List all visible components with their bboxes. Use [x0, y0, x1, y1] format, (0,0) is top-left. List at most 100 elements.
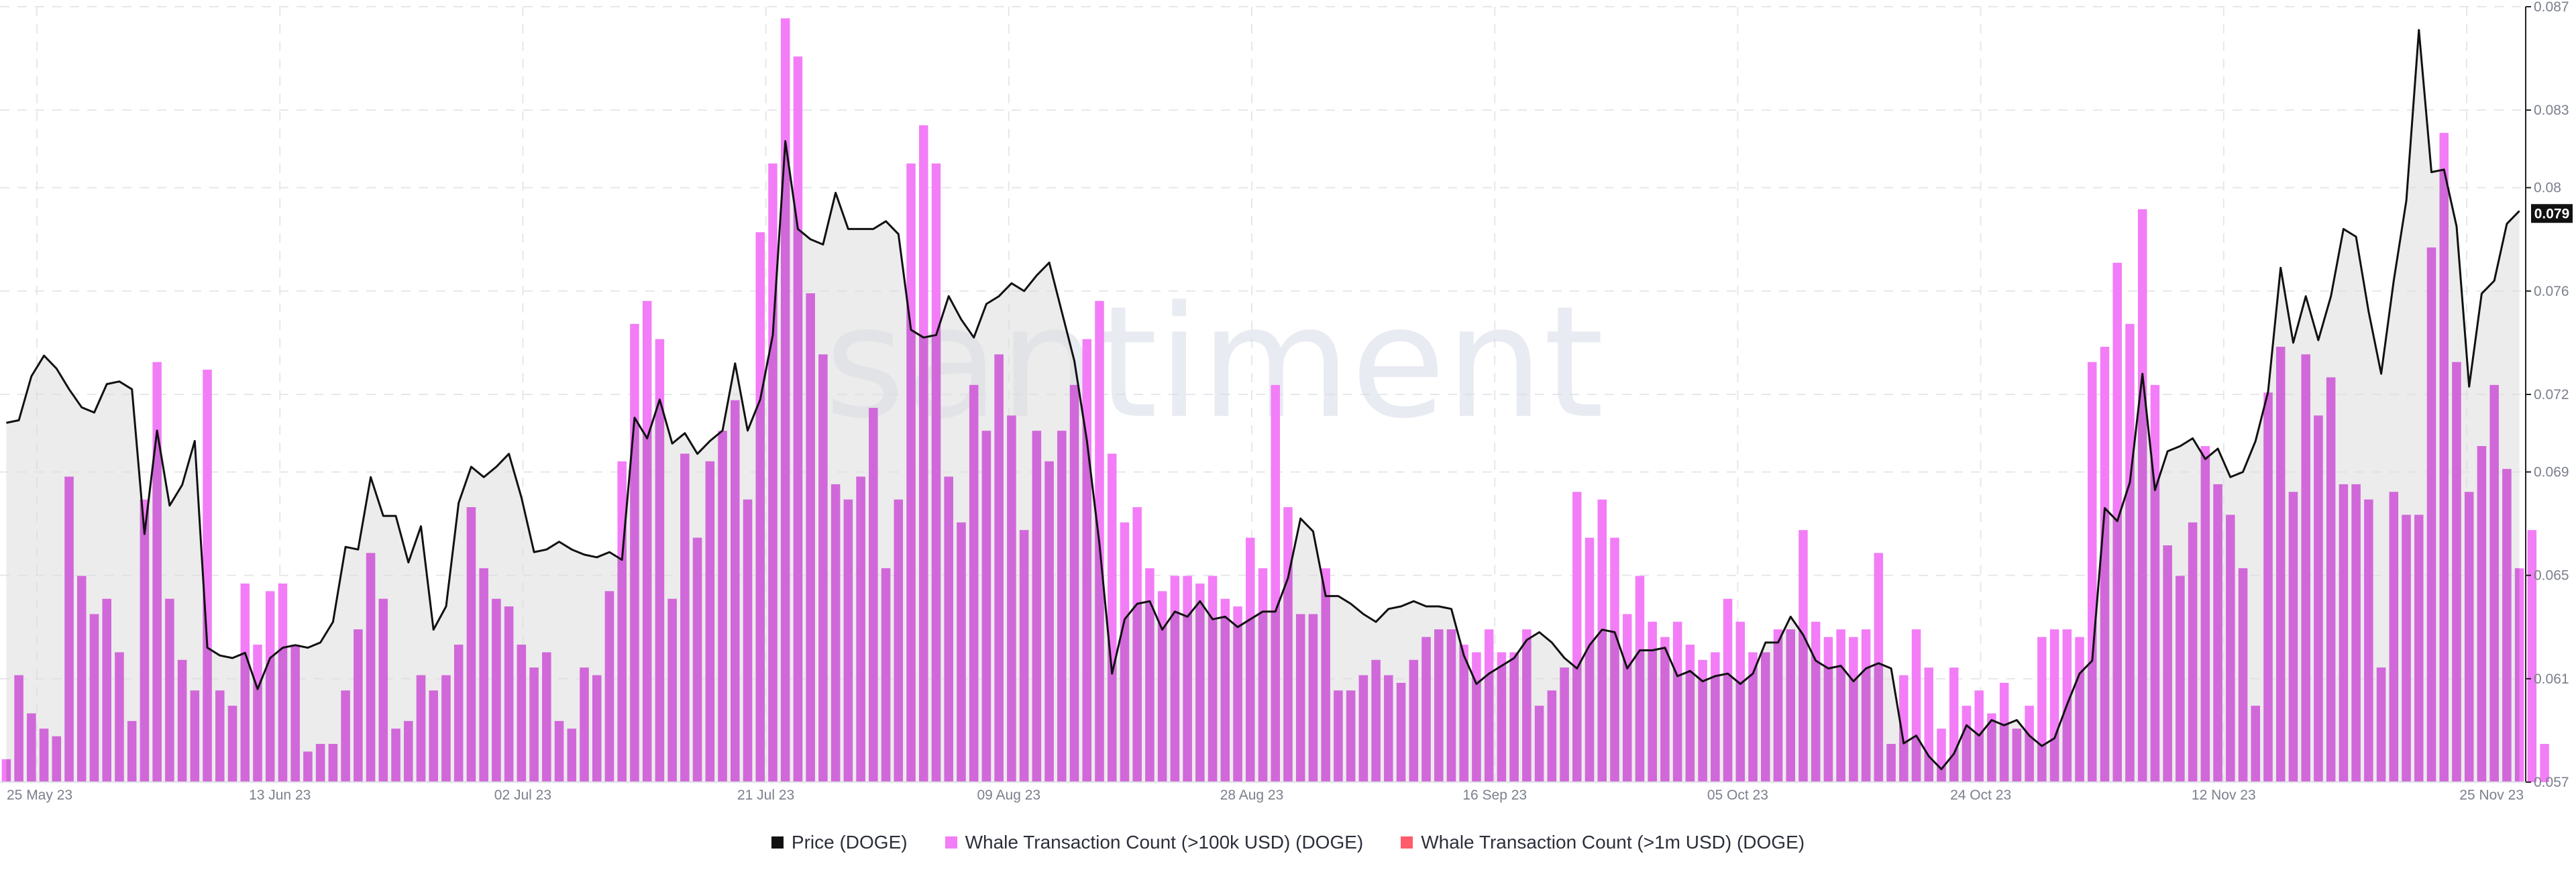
whale-bar-overlap	[1157, 591, 1167, 782]
whale-bar-overlap	[1534, 706, 1544, 782]
x-tick-label: 13 Jun 23	[249, 787, 311, 803]
whale-bar-overlap	[806, 293, 815, 782]
x-tick-label: 28 Aug 23	[1220, 787, 1284, 803]
whale-bar-overlap	[869, 408, 878, 782]
whale-bar-overlap	[2514, 568, 2520, 782]
whale-bar-overlap	[354, 629, 363, 782]
whale-bar-overlap	[843, 499, 853, 782]
price-line	[6, 29, 2520, 771]
whale-bar-overlap	[479, 568, 488, 782]
y-tick-label: 0.08	[2534, 180, 2561, 196]
whale-bar-overlap	[2301, 354, 2310, 782]
whale-bar-overlap	[580, 667, 589, 782]
whale-bar-overlap	[2213, 484, 2222, 782]
whale-bar-overlap	[215, 690, 225, 782]
whale-bar-overlap	[2251, 706, 2261, 782]
whale-bar-overlap	[290, 645, 300, 782]
whale-bar-overlap	[2439, 133, 2449, 782]
legend-label-whale-100k: Whale Transaction Count (>100k USD) (DOG…	[965, 832, 1364, 853]
whale-bar-overlap	[1308, 614, 1318, 782]
whale-bar-overlap	[127, 720, 137, 782]
whale-bar-overlap	[718, 431, 727, 782]
legend-label-whale-1m: Whale Transaction Count (>1m USD) (DOGE)	[1421, 832, 1805, 853]
x-tick-label: 09 Aug 23	[977, 787, 1041, 803]
whale-bar-overlap	[165, 598, 174, 782]
whale-bar-overlap	[692, 537, 702, 782]
whale-bar	[2527, 530, 2537, 782]
whale-bar-overlap	[1371, 659, 1381, 782]
whale-bar-overlap	[492, 598, 501, 782]
whale-bar-overlap	[2364, 499, 2373, 782]
whale-bar-overlap	[981, 431, 991, 782]
whale-bar-overlap	[2176, 576, 2185, 782]
whale-bar-overlap	[667, 598, 677, 782]
legend-item-price[interactable]: Price (DOGE)	[771, 832, 908, 853]
legend-swatch-price	[771, 836, 784, 849]
whale-bar-overlap	[441, 675, 451, 782]
whale-bar-overlap	[1886, 744, 1896, 782]
whale-bar-overlap	[881, 568, 891, 782]
whale-bar-overlap	[2351, 484, 2361, 782]
whale-bar-overlap	[2452, 362, 2461, 782]
whale-bar-overlap	[1711, 652, 1720, 782]
whale-bar-overlap	[1761, 652, 1770, 782]
whale-bar-overlap	[1421, 637, 1431, 782]
x-tick-label: 05 Oct 23	[1707, 787, 1768, 803]
y-tick-label: 0.065	[2534, 568, 2569, 584]
whale-bar-overlap	[2012, 728, 2022, 782]
y-tick-label: 0.069	[2534, 465, 2569, 480]
whale-bar-overlap	[2464, 492, 2474, 782]
y-axis-ticks: 0.087 0.083 0.08 0.076 0.072 0.069 0.065 0.061 0…	[2526, 0, 2569, 790]
whale-bar-overlap	[177, 659, 187, 782]
legend-swatch-whale-100k	[945, 836, 957, 849]
whale-bar-overlap	[1773, 629, 1783, 782]
whale-bar-overlap	[567, 728, 577, 782]
whale-bar-overlap	[592, 675, 602, 782]
x-tick-label: 25 May 23	[7, 787, 72, 803]
whale-bar-overlap	[1220, 598, 1230, 782]
whale-bar-overlap	[1446, 629, 1456, 782]
whale-bar-overlap	[2389, 492, 2399, 782]
whale-bar-overlap	[1321, 568, 1330, 782]
whale-bar-overlap	[957, 522, 966, 782]
whale-bar-overlap	[1384, 675, 1393, 782]
current-price-badge: 0.079	[2531, 204, 2573, 223]
whale-bar-overlap	[504, 606, 514, 782]
whale-bar-overlap	[1409, 659, 1419, 782]
whale-bar-overlap	[1208, 576, 1218, 782]
whale-bar-overlap	[1334, 690, 1343, 782]
whale-bar-overlap	[1497, 652, 1507, 782]
whale-bar-overlap	[517, 645, 527, 782]
whale-bar-overlap	[115, 652, 124, 782]
whale-bar-overlap	[1195, 583, 1205, 782]
whale-bar-overlap	[2502, 469, 2512, 782]
whale-bar-overlap	[2477, 445, 2487, 782]
whale-bar-overlap	[1145, 568, 1155, 782]
x-tick-label: 21 Jul 23	[737, 787, 794, 803]
whale-bar-overlap	[1459, 645, 1468, 782]
whale-bar-overlap	[604, 591, 614, 782]
whale-bar-overlap	[1183, 576, 1192, 782]
whale-bar-overlap	[1987, 713, 1996, 782]
whale-bar-overlap	[994, 354, 1004, 782]
whale-bar-overlap	[2163, 545, 2172, 782]
x-tick-label: 24 Oct 23	[1950, 787, 2011, 803]
whale-bar-overlap	[2238, 568, 2248, 782]
whale-bar-overlap	[1069, 384, 1079, 782]
whale-bar-overlap	[2288, 492, 2298, 782]
whale-bar-overlap	[64, 476, 74, 782]
whale-bar-overlap	[944, 476, 953, 782]
legend-item-whale-100k[interactable]: Whale Transaction Count (>100k USD) (DOG…	[945, 832, 1364, 853]
legend-item-whale-1m[interactable]: Whale Transaction Count (>1m USD) (DOGE)	[1401, 832, 1805, 853]
x-axis-ticks: 25 May 23 13 Jun 23 02 Jul 23 21 Jul 23 09 A…	[7, 787, 2524, 803]
whale-bar-overlap	[2414, 514, 2424, 782]
whale-bar-overlap	[1823, 637, 1833, 782]
whale-bar-overlap	[366, 553, 376, 782]
current-price-badge-label: 0.079	[2534, 206, 2570, 221]
whale-bar-overlap	[1522, 629, 1532, 782]
chart-legend: Price (DOGE) Whale Transaction Count (>1…	[0, 829, 2576, 856]
whale-bar-overlap	[731, 400, 740, 782]
whale-bar-overlap	[2275, 346, 2286, 782]
whale-bar-overlap	[1007, 415, 1016, 782]
whale-bar-overlap	[1560, 667, 1569, 782]
